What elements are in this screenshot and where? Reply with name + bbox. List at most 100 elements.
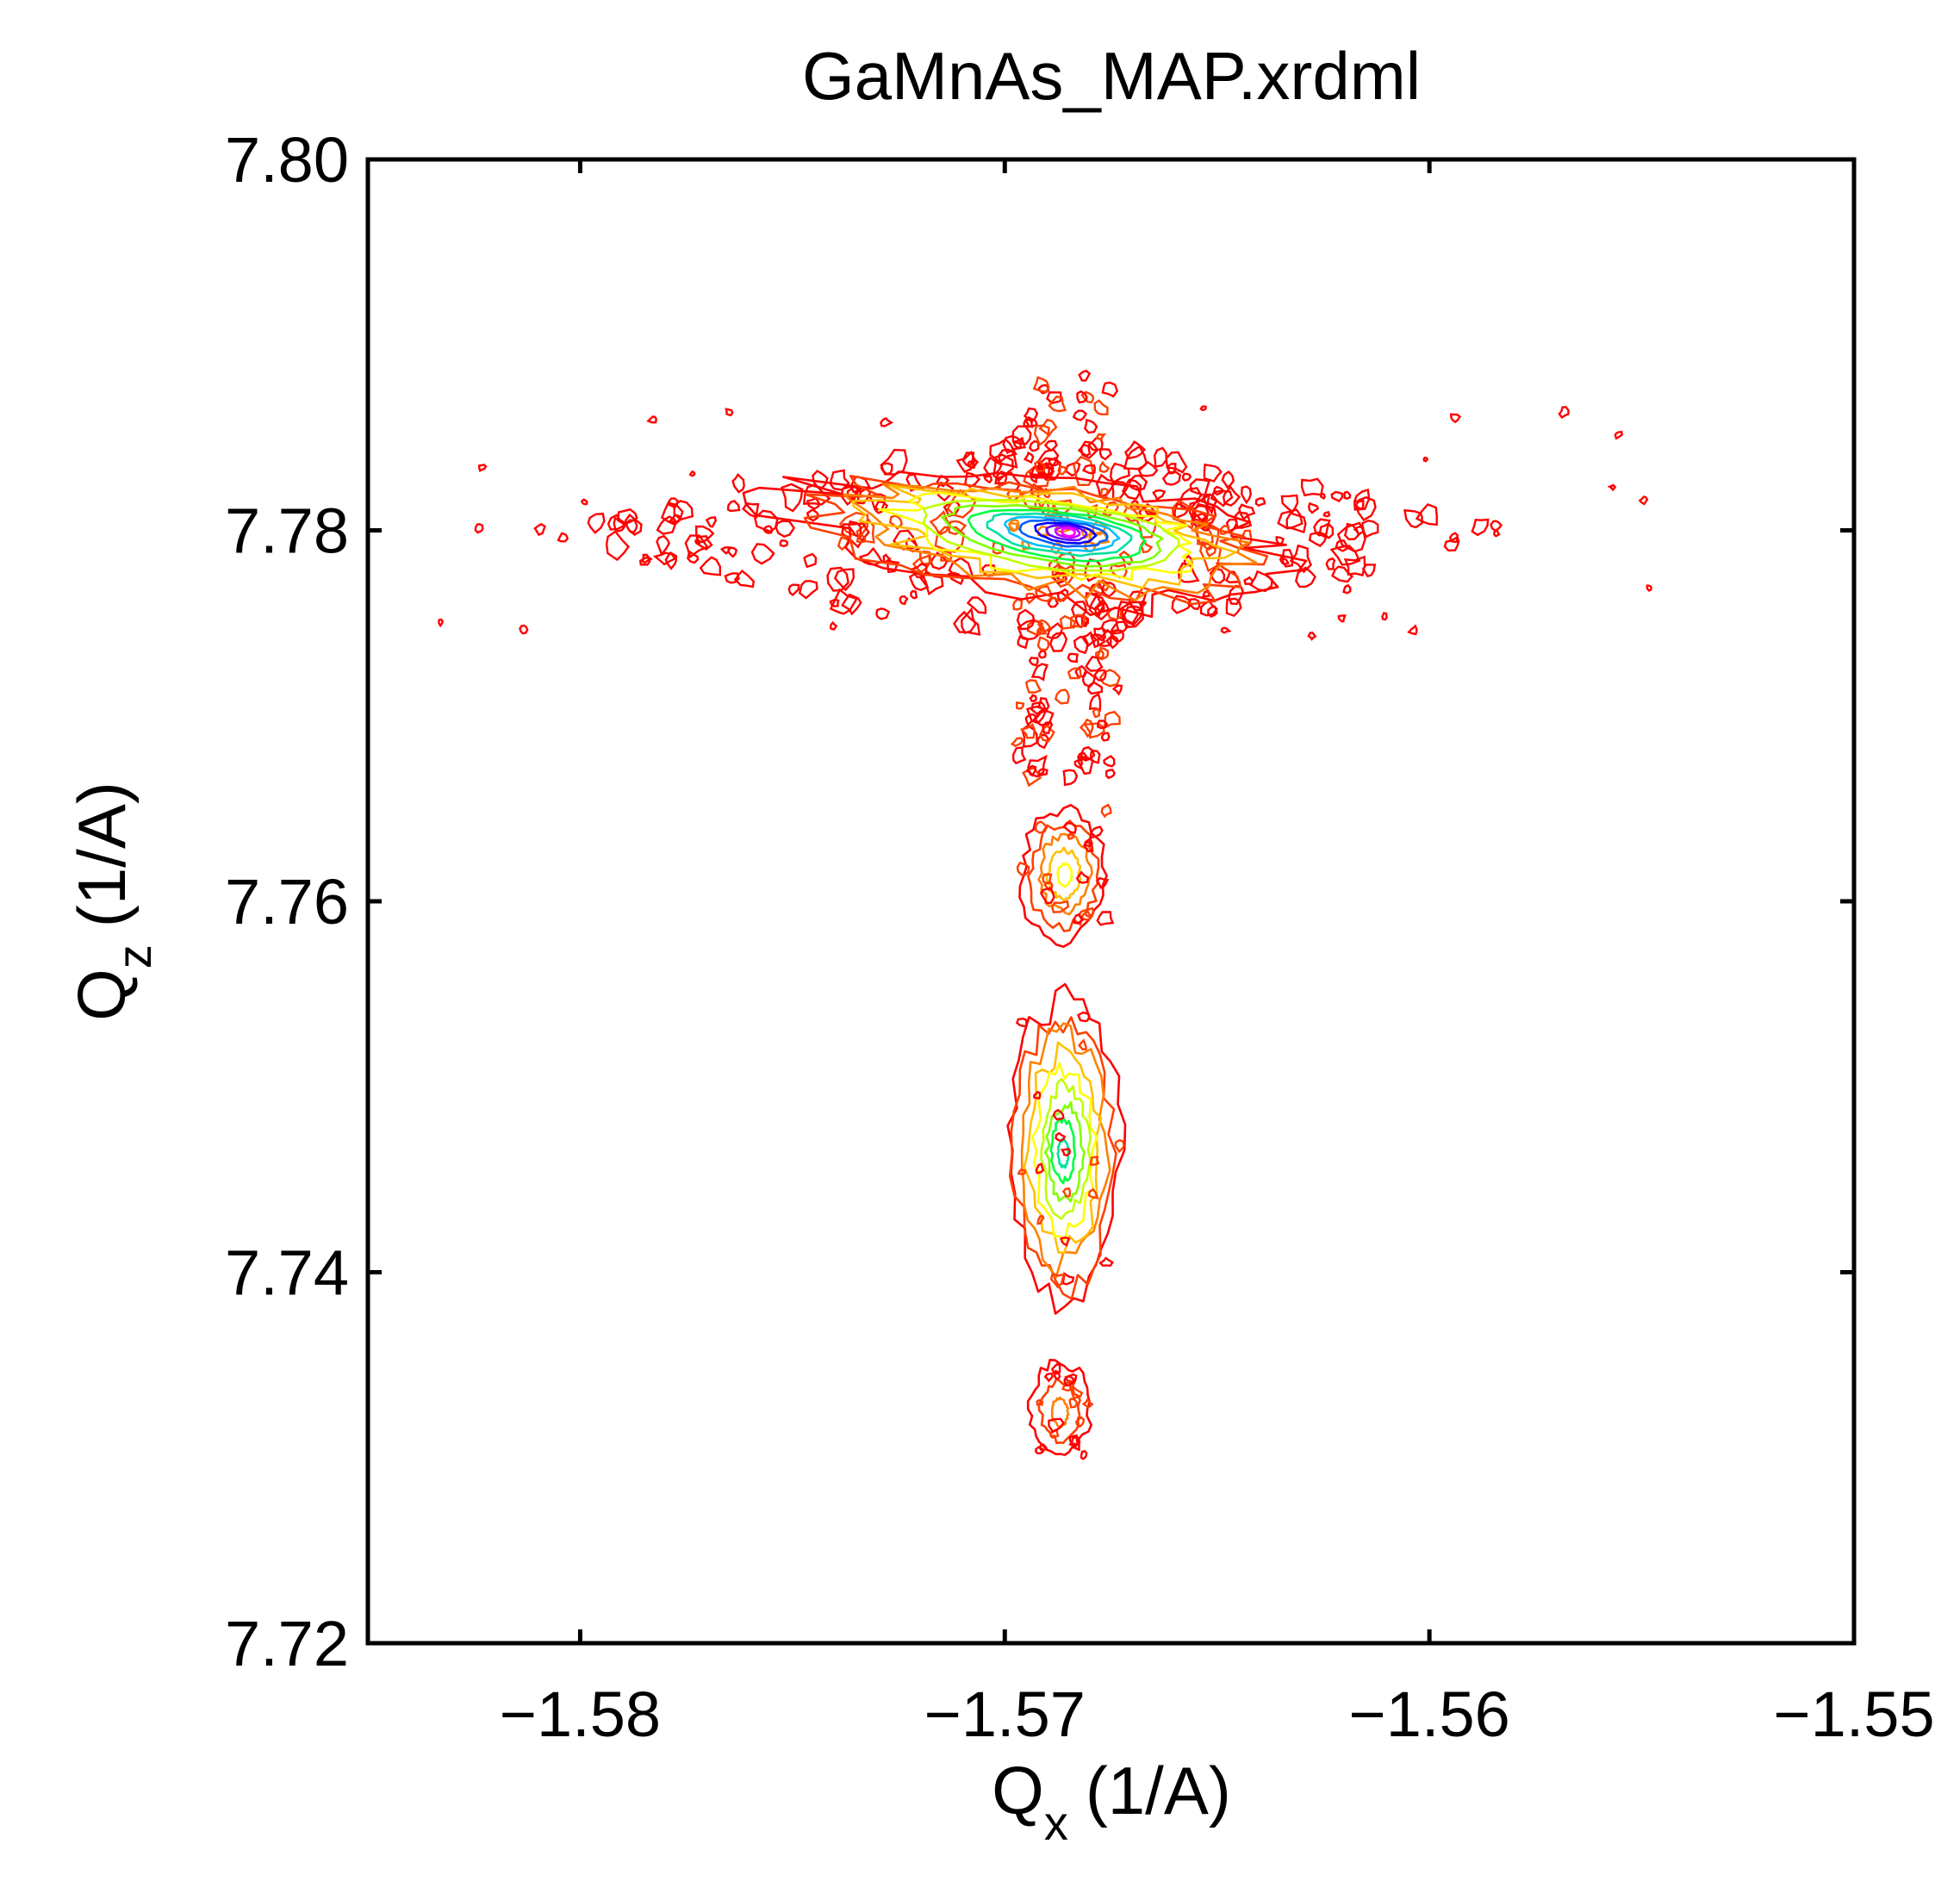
- contour-speck: [1121, 478, 1142, 501]
- x-tick-label: −1.57: [924, 1679, 1086, 1750]
- contour-speck: [695, 535, 713, 551]
- contour-speck: [1019, 723, 1036, 739]
- contour-speck: [1493, 528, 1501, 538]
- contour-speck: [1054, 1369, 1061, 1380]
- chart-title: GaMnAs_MAP.xrdml: [802, 38, 1421, 114]
- contour-speck: [1085, 655, 1104, 672]
- contour-speck: [982, 474, 992, 484]
- contour-line: [843, 483, 1259, 601]
- contour-speck: [787, 583, 800, 596]
- contour-speck: [1011, 746, 1027, 765]
- contour-line: [941, 504, 1164, 568]
- contour-speck: [912, 554, 931, 574]
- contour-speck: [1049, 1428, 1060, 1439]
- contour-speck: [882, 553, 892, 564]
- contour-speck: [919, 570, 944, 596]
- contour-speck: [605, 530, 631, 562]
- contour-speck: [1080, 390, 1094, 404]
- contour-speck: [948, 557, 974, 578]
- contour-speck: [1407, 624, 1418, 636]
- contour-speck: [1074, 1416, 1086, 1428]
- contour-speck: [1213, 485, 1224, 496]
- contour-speck: [856, 533, 867, 544]
- contour-speck: [829, 588, 859, 615]
- y-axis-label-symbol: Q: [64, 969, 140, 1021]
- contour-speck: [1353, 525, 1365, 537]
- contour-line: [1040, 1077, 1092, 1220]
- y-axis-label: Qz (1/A): [64, 782, 161, 1021]
- contour-speck: [1104, 635, 1119, 650]
- contour-speck: [1084, 837, 1093, 847]
- contour-speck: [1225, 597, 1242, 617]
- contour-speck: [1051, 900, 1070, 913]
- contour-line: [1049, 1117, 1077, 1185]
- contour-speck: [1032, 376, 1050, 393]
- contour-speck: [1330, 565, 1354, 583]
- contour-speck: [1088, 693, 1102, 713]
- contour-speck: [1087, 531, 1111, 547]
- contour-speck: [880, 448, 908, 476]
- contour-speck: [1220, 626, 1232, 634]
- contour-speck: [519, 624, 529, 635]
- contour-speck: [1203, 463, 1223, 483]
- contour-speck: [1072, 409, 1088, 421]
- contour-speck: [848, 520, 862, 539]
- contour-speck: [1036, 733, 1050, 750]
- y-tick-label: 7.78: [225, 495, 349, 567]
- contour-speck: [1177, 562, 1200, 583]
- contour-speck: [1181, 472, 1192, 482]
- contour-speck: [1010, 737, 1024, 748]
- contour-speck: [1098, 669, 1121, 688]
- contour-speck: [1033, 1090, 1042, 1099]
- contour-speck: [1342, 583, 1352, 595]
- contour-speck: [1136, 460, 1159, 477]
- contour-speck: [687, 550, 700, 564]
- contour-speck: [1322, 510, 1331, 518]
- contour-speck: [705, 515, 717, 528]
- contour-speck: [1224, 570, 1241, 584]
- contour-speck: [1049, 1272, 1066, 1289]
- contour-speck: [1097, 628, 1113, 647]
- contour-speck: [1072, 912, 1085, 925]
- contour-line: [1003, 515, 1121, 552]
- contour-speck: [1026, 764, 1037, 777]
- contour-speck: [1221, 470, 1235, 489]
- contour-speck: [1343, 490, 1352, 500]
- contour-speck: [1016, 861, 1030, 877]
- contour-speck: [1038, 650, 1047, 659]
- contour-speck: [1060, 1148, 1072, 1157]
- contour-speck: [1081, 1397, 1094, 1409]
- contour-speck: [1083, 418, 1098, 434]
- contour-line: [1023, 1041, 1103, 1255]
- contour-speck: [1073, 635, 1089, 655]
- contour-speck: [826, 566, 849, 592]
- contour-speck: [1319, 492, 1326, 500]
- contour-speck: [1080, 440, 1099, 459]
- contour-speck: [1011, 425, 1032, 445]
- contour-speck: [1471, 518, 1490, 537]
- contour-speck: [1076, 389, 1088, 404]
- contour-line: [1020, 1022, 1111, 1279]
- contour-speck: [1048, 395, 1067, 413]
- contour-speck: [1030, 663, 1048, 682]
- contour-speck: [1081, 464, 1097, 475]
- contour-speck: [961, 607, 977, 634]
- contour-speck: [841, 593, 862, 616]
- contour-speck: [910, 563, 928, 579]
- contour-speck: [1076, 1011, 1091, 1023]
- contour-speck: [830, 469, 850, 491]
- contour-line: [1008, 1016, 1117, 1300]
- contour-speck: [1063, 1374, 1075, 1387]
- contour-speck: [641, 553, 653, 564]
- contour-speck: [1024, 713, 1037, 727]
- contour-speck: [1055, 1131, 1067, 1143]
- contour-speck: [1067, 652, 1080, 663]
- contour-speck: [1036, 1398, 1044, 1407]
- contour-speck: [910, 589, 918, 600]
- contour-speck: [1086, 436, 1104, 452]
- contour-speck: [1104, 769, 1116, 780]
- contour-speck: [1067, 667, 1082, 680]
- contour-speck: [1059, 1236, 1071, 1247]
- contour-speck: [1043, 1372, 1055, 1383]
